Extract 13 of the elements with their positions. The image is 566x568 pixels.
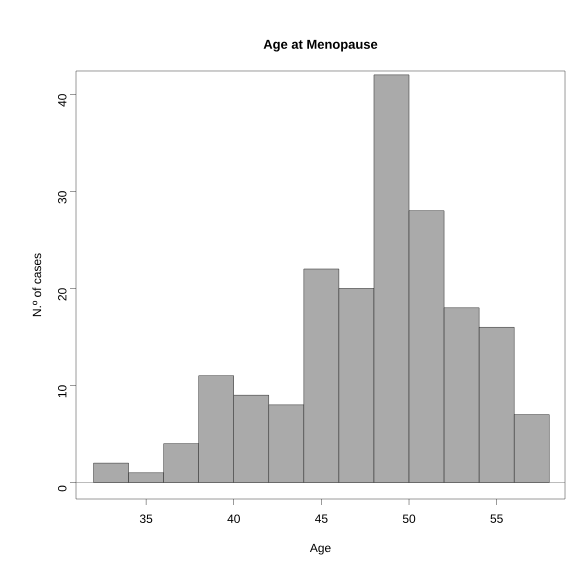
y-tick-label: 0	[58, 486, 66, 492]
x-tick-label: 45	[315, 514, 328, 523]
y-tick-label: 40	[58, 94, 66, 107]
chart-title: Age at Menopause	[264, 40, 378, 52]
x-tick-label: 55	[490, 514, 503, 523]
y-axis-title: N.º of cases	[32, 253, 42, 316]
x-axis-title: Age	[310, 544, 331, 555]
y-tick-label: 10	[58, 385, 66, 398]
x-tick-label: 50	[402, 514, 416, 523]
y-tick-label: 30	[58, 191, 66, 204]
x-tick-label: 40	[227, 514, 240, 523]
x-tick-label: 35	[140, 514, 152, 523]
y-tick-label: 20	[58, 288, 66, 300]
